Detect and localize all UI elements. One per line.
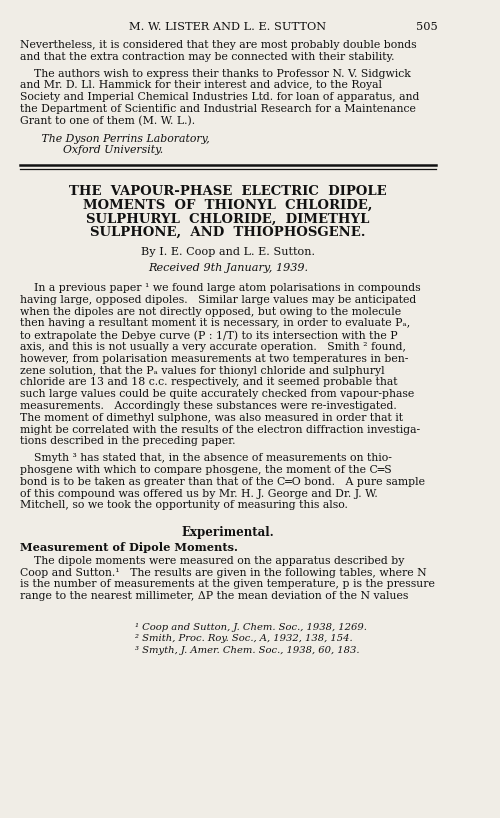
Text: when the dipoles are not directly opposed, but owing to the molecule: when the dipoles are not directly oppose… [20,307,401,317]
Text: then having a resultant moment it is necessary, in order to evaluate Pₐ,: then having a resultant moment it is nec… [20,318,410,328]
Text: ³ Smyth, J. Amer. Chem. Soc., 1938, 60, 183.: ³ Smyth, J. Amer. Chem. Soc., 1938, 60, … [135,645,360,654]
Text: M. W. LISTER AND L. E. SUTTON: M. W. LISTER AND L. E. SUTTON [129,22,326,32]
Text: THE  VAPOUR-PHASE  ELECTRIC  DIPOLE: THE VAPOUR-PHASE ELECTRIC DIPOLE [69,186,386,199]
Text: Smyth ³ has stated that, in the absence of measurements on thio-: Smyth ³ has stated that, in the absence … [20,453,392,463]
Text: measurements.   Accordingly these substances were re-investigated.: measurements. Accordingly these substanc… [20,401,397,411]
Text: SULPHURYL  CHLORIDE,  DIMETHYL: SULPHURYL CHLORIDE, DIMETHYL [86,213,370,226]
Text: such large values could be quite accurately checked from vapour-phase: such large values could be quite accurat… [20,389,414,399]
Text: Mitchell, so we took the opportunity of measuring this also.: Mitchell, so we took the opportunity of … [20,501,348,510]
Text: the Department of Scientific and Industrial Research for a Maintenance: the Department of Scientific and Industr… [20,104,416,114]
Text: In a previous paper ¹ we found large atom polarisations in compounds: In a previous paper ¹ we found large ato… [20,283,420,293]
Text: of this compound was offered us by Mr. H. J. George and Dr. J. W.: of this compound was offered us by Mr. H… [20,488,378,499]
Text: SULPHONE,  AND  THIOPHOSGENE.: SULPHONE, AND THIOPHOSGENE. [90,226,365,239]
Text: chloride are 13 and 18 c.c. respectively, and it seemed probable that: chloride are 13 and 18 c.c. respectively… [20,377,398,388]
Text: ² Smith, Proc. Roy. Soc., A, 1932, 138, 154.: ² Smith, Proc. Roy. Soc., A, 1932, 138, … [135,634,352,643]
Text: axis, and this is not usually a very accurate operation.   Smith ² found,: axis, and this is not usually a very acc… [20,342,406,352]
Text: phosgene with which to compare phosgene, the moment of the C═S: phosgene with which to compare phosgene,… [20,465,392,475]
Text: Measurement of Dipole Moments.: Measurement of Dipole Moments. [20,542,238,553]
Text: however, from polarisation measurements at two temperatures in ben-: however, from polarisation measurements … [20,354,408,364]
Text: The authors wish to express their thanks to Professor N. V. Sidgwick: The authors wish to express their thanks… [20,69,411,79]
Text: might be correlated with the results of the electron diffraction investiga-: might be correlated with the results of … [20,425,420,434]
Text: to extrapolate the Debye curve (P : 1/T) to its intersection with the P: to extrapolate the Debye curve (P : 1/T)… [20,330,398,341]
Text: bond is to be taken as greater than that of the C═O bond.   A pure sample: bond is to be taken as greater than that… [20,477,425,487]
Text: Nevertheless, it is considered that they are most probably double bonds: Nevertheless, it is considered that they… [20,40,416,50]
Text: ¹ Coop and Sutton, J. Chem. Soc., 1938, 1269.: ¹ Coop and Sutton, J. Chem. Soc., 1938, … [135,623,366,632]
Text: The Dyson Perrins Laboratory,: The Dyson Perrins Laboratory, [31,133,210,144]
Text: Oxford University.: Oxford University. [42,146,163,155]
Text: is the number of measurements at the given temperature, p is the pressure: is the number of measurements at the giv… [20,579,435,590]
Text: having large, opposed dipoles.   Similar large values may be anticipated: having large, opposed dipoles. Similar l… [20,294,416,305]
Text: tions described in the preceding paper.: tions described in the preceding paper. [20,436,236,447]
Text: range to the nearest millimeter, ΔP the mean deviation of the N values: range to the nearest millimeter, ΔP the … [20,591,408,601]
Text: zene solution, that the Pₐ values for thionyl chloride and sulphuryl: zene solution, that the Pₐ values for th… [20,366,384,375]
Text: Society and Imperial Chemical Industries Ltd. for loan of apparatus, and: Society and Imperial Chemical Industries… [20,92,419,102]
Text: The moment of dimethyl sulphone, was also measured in order that it: The moment of dimethyl sulphone, was als… [20,413,403,423]
Text: Experimental.: Experimental. [182,526,274,539]
Text: Coop and Sutton.¹   The results are given in the following tables, where N: Coop and Sutton.¹ The results are given … [20,568,426,578]
Text: 505: 505 [416,22,438,32]
Text: and that the extra contraction may be connected with their stability.: and that the extra contraction may be co… [20,52,394,62]
Text: By I. E. Coop and L. E. Sutton.: By I. E. Coop and L. E. Sutton. [141,247,315,258]
Text: Grant to one of them (M. W. L.).: Grant to one of them (M. W. L.). [20,116,195,126]
Text: and Mr. D. Ll. Hammick for their interest and advice, to the Royal: and Mr. D. Ll. Hammick for their interes… [20,80,382,91]
Text: MOMENTS  OF  THIONYL  CHLORIDE,: MOMENTS OF THIONYL CHLORIDE, [83,199,372,212]
Text: The dipole moments were measured on the apparatus described by: The dipole moments were measured on the … [20,555,404,566]
Text: Received 9th January, 1939.: Received 9th January, 1939. [148,263,308,273]
